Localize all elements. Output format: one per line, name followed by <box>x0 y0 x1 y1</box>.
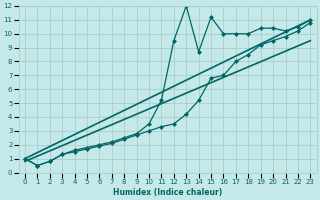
X-axis label: Humidex (Indice chaleur): Humidex (Indice chaleur) <box>113 188 222 197</box>
